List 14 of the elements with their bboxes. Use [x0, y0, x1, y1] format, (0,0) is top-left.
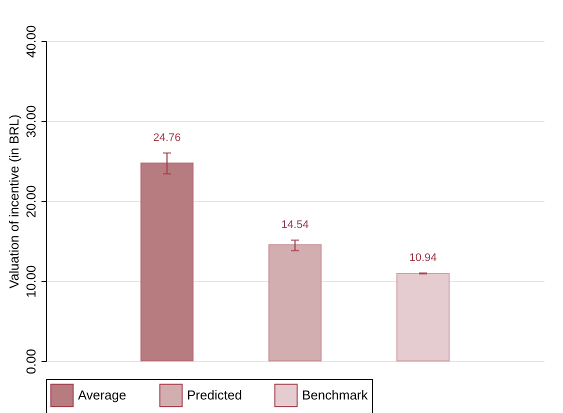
bar: [396, 272, 450, 362]
bar: [268, 244, 322, 362]
data-label: 10.94: [409, 252, 437, 264]
y-tick-label: 30.00: [24, 105, 38, 138]
y-axis-title: Valuation of incentive (in BRL): [6, 114, 22, 288]
legend-label: Benchmark: [302, 387, 368, 402]
y-tick-label: 40.00: [24, 25, 38, 58]
data-label: 24.76: [153, 132, 181, 144]
y-tick-label: 20.00: [24, 185, 38, 218]
y-tick-label: 10.00: [24, 265, 38, 298]
data-label: 14.54: [281, 219, 309, 232]
legend-label: Predicted: [187, 387, 242, 402]
y-tick-label: 0.00: [24, 348, 38, 374]
legend-label: Average: [78, 387, 126, 402]
